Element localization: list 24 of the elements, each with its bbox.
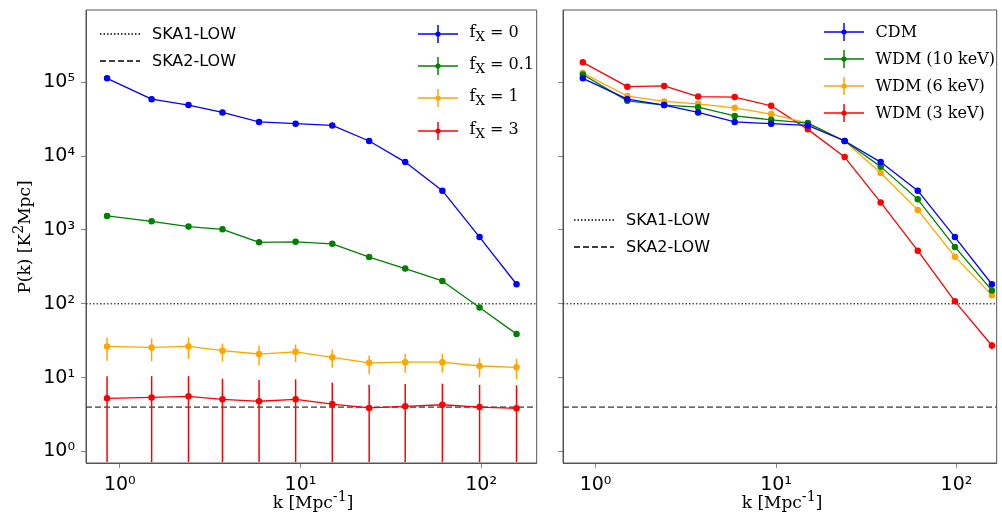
legend-label: WDM (3 keV) <box>875 102 985 124</box>
legend-label: f$_{X}$ = 3 <box>469 117 519 143</box>
legend-label: SKA1-LOW <box>152 23 237 45</box>
y-tick-label: 10¹ <box>43 364 75 387</box>
legend-label: SKA2-LOW <box>626 236 711 258</box>
legend-label: f$_{X}$ = 0.1 <box>469 53 534 79</box>
y-tick-label: 10⁴ <box>43 143 76 166</box>
legend-label: CDM <box>875 21 918 43</box>
legend-label: f$_{X}$ = 1 <box>469 85 519 111</box>
y-tick-label: 10² <box>43 290 75 313</box>
y-tick-label: 10⁵ <box>43 69 75 92</box>
y-tick-label: 10³ <box>43 216 75 239</box>
legend-label: WDM (10 keV) <box>875 48 995 70</box>
x-tick-label: 10² <box>465 472 498 495</box>
x-tick-label: 10¹ <box>284 472 317 495</box>
x-tick-label: 10⁰ <box>103 472 136 495</box>
y-tick-label: 10⁰ <box>43 438 75 461</box>
x-tick-label: 10⁰ <box>579 472 612 495</box>
x-tick-label: 10¹ <box>760 472 792 495</box>
legend-label: SKA1-LOW <box>626 209 711 231</box>
legend-label: f$_{X}$ = 0 <box>469 21 519 47</box>
legend-label: WDM (6 keV) <box>875 75 985 97</box>
legend-label: SKA2-LOW <box>152 50 237 72</box>
x-tick-label: 10² <box>940 472 973 495</box>
